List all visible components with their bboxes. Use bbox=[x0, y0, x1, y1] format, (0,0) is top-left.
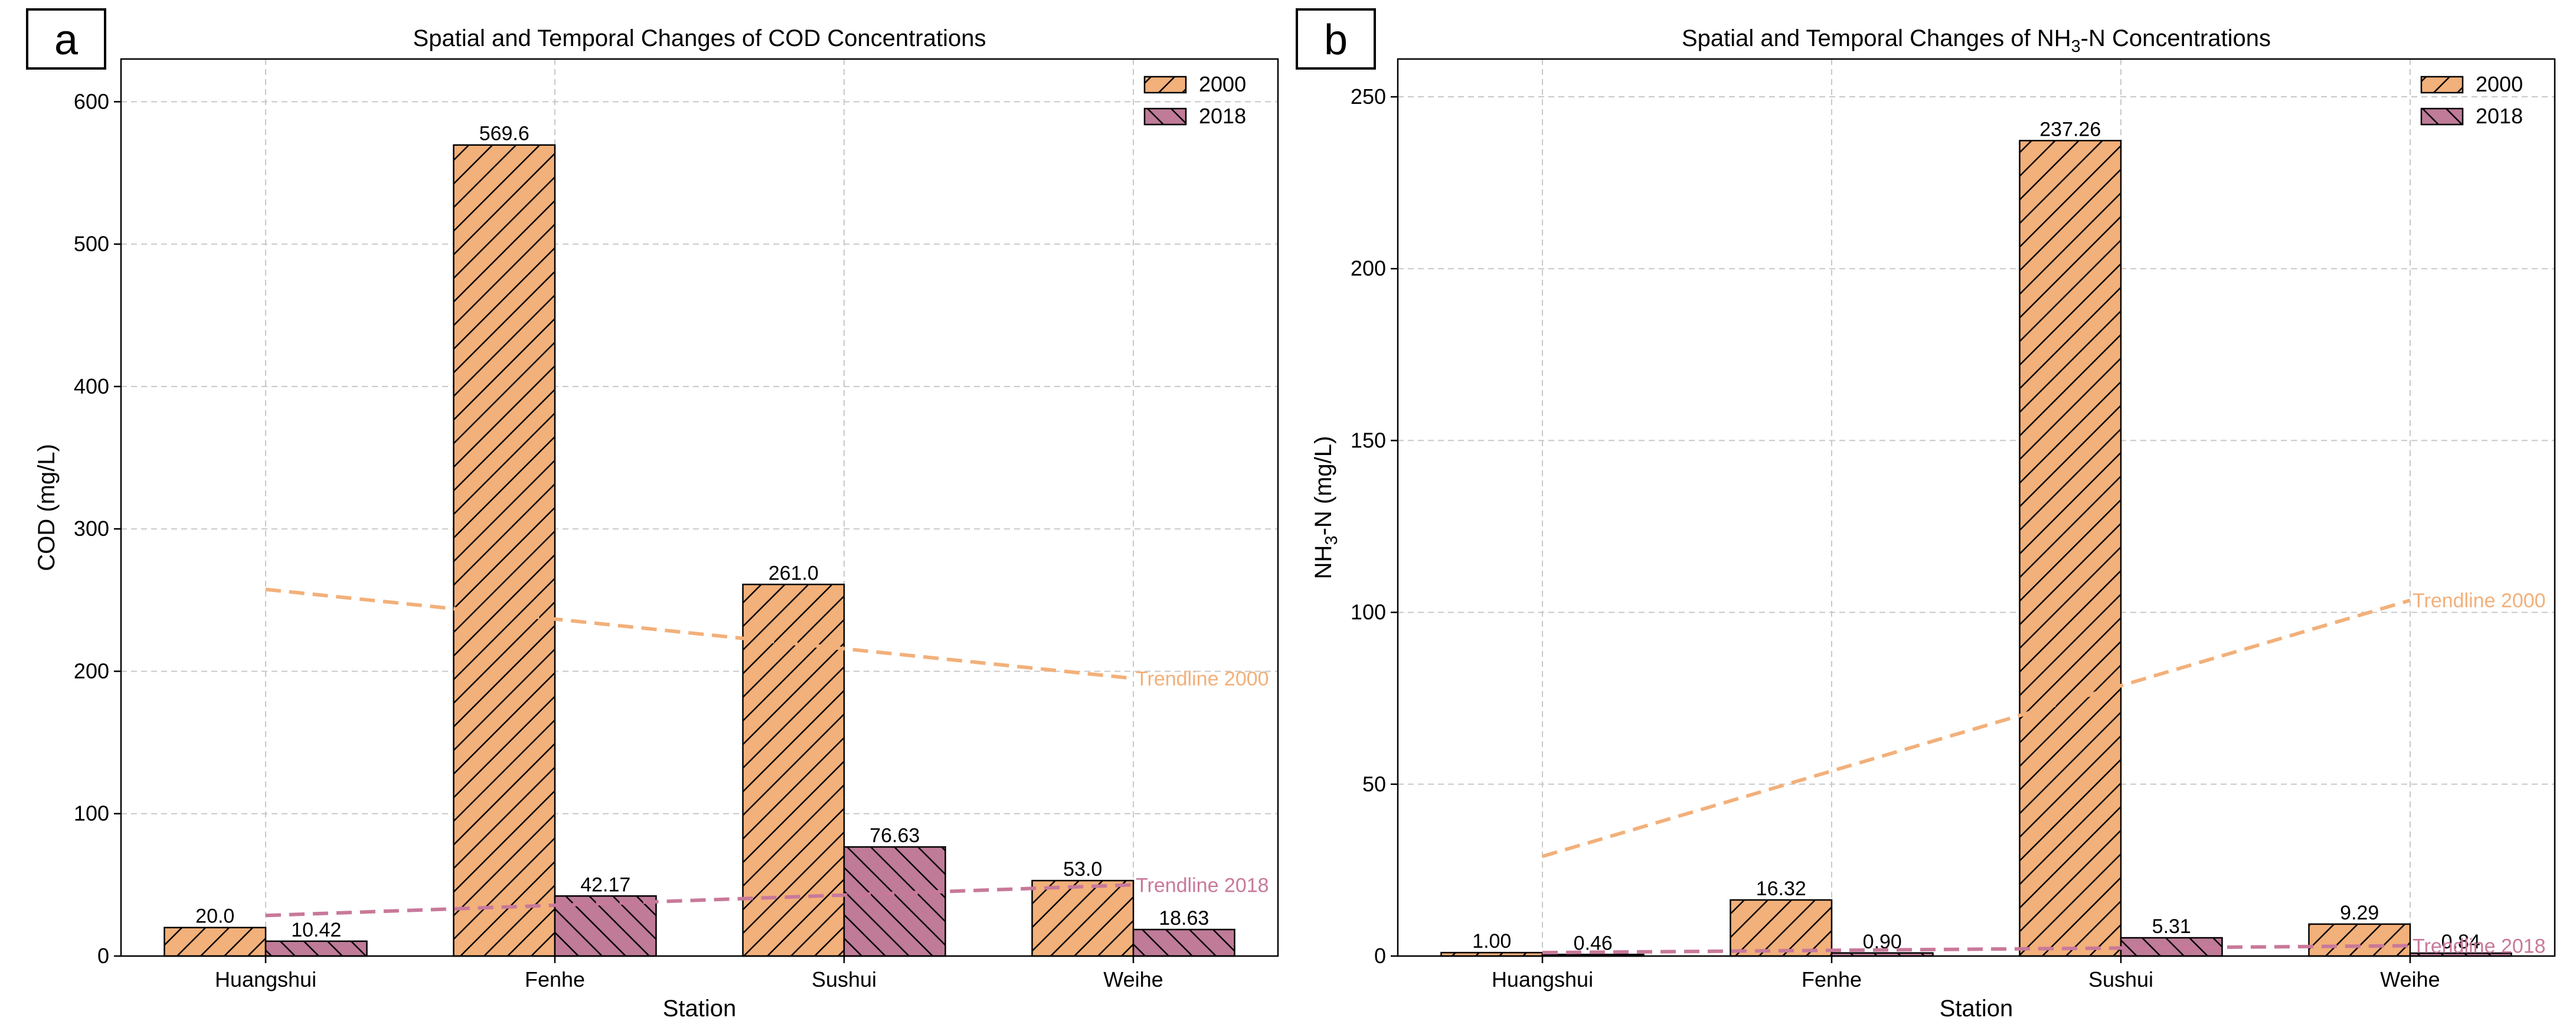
chart-a-legend-swatch-hatch bbox=[1145, 109, 1186, 125]
chart-b-bar-hatch bbox=[2309, 924, 2410, 956]
chart-a: a 20.0 569.6 261.0 53.0 10.42 42.17 76.63 18.63 T… bbox=[26, 8, 1279, 1022]
chart-a-data-label: 53.0 bbox=[1063, 858, 1102, 881]
chart-b-legend-label-2000: 2000 bbox=[2476, 72, 2523, 96]
chart-b-xtick-label: Weihe bbox=[2380, 967, 2440, 991]
chart-b-data-label: 1.00 bbox=[1472, 930, 1511, 953]
chart-b-title: Spatial and Temporal Changes of NH3-N Co… bbox=[1682, 25, 2271, 56]
chart-a-trendline-2018 bbox=[265, 883, 1134, 918]
chart-b-ytick-label: 200 bbox=[1351, 256, 1386, 280]
chart-a-bar-hatch bbox=[164, 927, 266, 956]
chart-b-bar-hatch bbox=[1832, 953, 1933, 956]
chart-b-plot-frame bbox=[1397, 58, 2556, 957]
chart-a-legend-swatch-hatch bbox=[1145, 77, 1186, 93]
chart-a-bar-hatch bbox=[266, 941, 367, 956]
chart-b-trendline-label: Trendline 2000 bbox=[2412, 590, 2546, 612]
chart-b-ytick-label: 250 bbox=[1351, 84, 1386, 109]
chart-a-ylabel: COD (mg/L) bbox=[34, 444, 60, 571]
chart-a-data-label: 261.0 bbox=[769, 562, 819, 584]
chart-b-ytick-label: 50 bbox=[1362, 772, 1386, 796]
chart-b-data-label: 237.26 bbox=[2039, 118, 2101, 140]
chart-b-bar-hatch bbox=[2410, 953, 2512, 956]
chart-a-data-label: 76.63 bbox=[869, 824, 920, 847]
chart-a-title: Spatial and Temporal Changes of COD Conc… bbox=[413, 25, 986, 51]
chart-b-xtick-label: Huangshui bbox=[1492, 967, 1593, 991]
chart-b-panel-letter: b bbox=[1324, 17, 1348, 64]
chart-a-ytick-label: 100 bbox=[74, 801, 109, 826]
chart-a-legend-label-2018: 2018 bbox=[1199, 104, 1246, 128]
chart-a-xtick-label: Sushui bbox=[812, 967, 877, 991]
chart-a-ytick-label: 200 bbox=[74, 659, 109, 683]
chart-a-ytick-label: 500 bbox=[74, 232, 109, 256]
chart-b-bar-hatch bbox=[1730, 899, 1832, 956]
chart-b-xlabel: Station bbox=[1940, 996, 2013, 1022]
chart-b-letter-box bbox=[1296, 8, 1376, 70]
chart-b-legend-swatch-hatch bbox=[2421, 109, 2463, 125]
chart-b-xtick-label: Fenhe bbox=[1802, 967, 1862, 991]
chart-b-data-label: 16.32 bbox=[1756, 878, 1806, 900]
chart-b-ytick-label: 150 bbox=[1351, 428, 1386, 452]
chart-a-trendline-2000 bbox=[265, 587, 1134, 680]
chart-a-plot-frame bbox=[120, 58, 1279, 957]
chart-a-xtick-label: Fenhe bbox=[525, 967, 585, 991]
chart-b-legend-label-2018: 2018 bbox=[2476, 104, 2523, 128]
chart-a-trendline-label: Trendline 2000 bbox=[1136, 668, 1269, 690]
chart-a-data-label: 20.0 bbox=[195, 905, 234, 928]
chart-a-data-label: 10.42 bbox=[291, 919, 341, 941]
chart-b-ylabel: NH3-N (mg/L) bbox=[1310, 436, 1341, 580]
chart-b-bar-hatch bbox=[2019, 140, 2121, 956]
chart-a-bar-hatch bbox=[1032, 881, 1133, 956]
chart-b-xtick-label: Sushui bbox=[2088, 967, 2153, 991]
chart-a-letter-box bbox=[26, 8, 106, 70]
chart-a-trendline-label: Trendline 2018 bbox=[1136, 874, 1269, 896]
chart-b-data-label: 9.29 bbox=[2340, 902, 2379, 924]
chart-a-ytick-label: 400 bbox=[74, 374, 109, 398]
chart-a-data-label: 42.17 bbox=[580, 873, 630, 896]
chart-b-data-label: 5.31 bbox=[2152, 915, 2191, 938]
chart-b-data-label: 0.84 bbox=[2441, 931, 2480, 953]
chart-a-xtick-label: Huangshui bbox=[215, 967, 316, 991]
chart-a-ytick-label: 0 bbox=[97, 944, 109, 968]
chart-a-ytick-label: 600 bbox=[74, 89, 109, 113]
chart-b-bar-hatch bbox=[1441, 953, 1542, 956]
chart-a-xtick-label: Weihe bbox=[1103, 967, 1163, 991]
chart-b-bar-hatch bbox=[1542, 954, 1644, 956]
chart-a-bar-hatch bbox=[555, 896, 656, 956]
chart-b-ytick-label: 0 bbox=[1374, 944, 1386, 968]
chart-a-bar-hatch bbox=[1133, 929, 1235, 956]
chart-a-bar-hatch bbox=[743, 584, 844, 956]
chart-b-trendline-2000 bbox=[1542, 598, 2411, 858]
chart-b-trendline-2018 bbox=[1542, 944, 2411, 955]
chart-a-panel-letter: a bbox=[54, 17, 79, 64]
chart-a-legend-label-2000: 2000 bbox=[1199, 72, 1246, 96]
chart-a-bar-hatch bbox=[453, 145, 555, 956]
chart-a-data-label: 569.6 bbox=[479, 123, 529, 145]
chart-b-ytick-label: 100 bbox=[1351, 600, 1386, 624]
chart-a-bar-hatch bbox=[844, 847, 946, 956]
chart-a-data-label: 18.63 bbox=[1159, 907, 1209, 929]
chart-b-legend-swatch-hatch bbox=[2421, 77, 2463, 93]
chart-a-xlabel: Station bbox=[663, 996, 737, 1022]
chart-a-ytick-label: 300 bbox=[74, 516, 109, 541]
chart-b-trendline-label: Trendline 2018 bbox=[2412, 935, 2546, 958]
